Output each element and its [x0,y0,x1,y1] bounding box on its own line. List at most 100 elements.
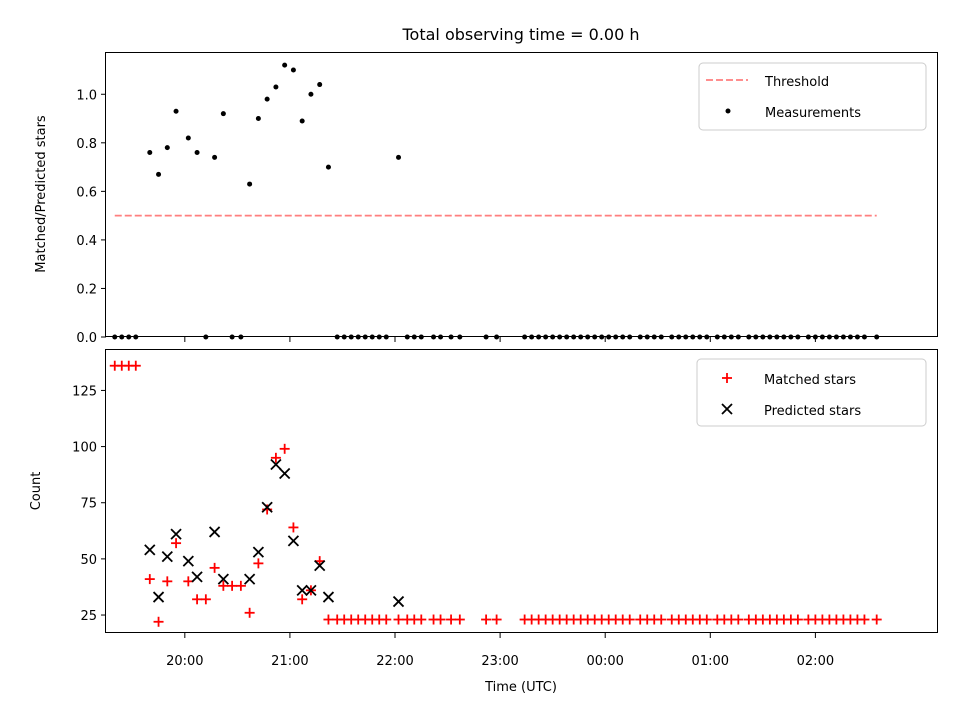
top-y-axis-label: Matched/Predicted stars [34,115,49,273]
matched-star-marker [279,443,290,454]
measurement-point [147,150,153,156]
measurement-point [212,154,218,160]
x-tick-label: 23:00 [481,654,518,669]
measurement-point [282,62,288,68]
predicted-star-marker [144,544,156,556]
matched-star-marker [859,614,870,625]
bottom-panel: 25 50 75 100 125 20:00 21:00 22:00 23:00 00:00 01… [29,349,938,695]
predicted-star-marker [161,550,173,563]
x-tick-label: 00:00 [586,654,623,669]
predicted-star-marker [261,501,273,513]
legend-measurements-label: Measurements [765,106,861,121]
x-tick-label: 01:00 [692,654,729,669]
measurement-point [273,84,279,90]
top-y-tick-label: 0.8 [76,137,97,152]
x-axis-label: Time (UTC) [484,680,557,695]
top-axes-frame [105,52,938,337]
matched-star-marker [446,614,457,625]
top-y-tick-label: 1.0 [76,88,97,103]
predicted-star-marker [279,467,291,480]
matched-star-marker [435,614,446,625]
matched-star-marker [481,614,492,625]
top-y-tick-label: 0.4 [76,234,97,249]
predicted-star-marker [217,573,229,585]
matched-star-marker [733,614,744,625]
bottom-legend: Matched stars Predicted stars [696,358,927,427]
bottom-y-ticks: 25 50 75 100 125 [72,384,106,624]
predicted-star-marker [314,559,326,572]
top-y-tick-label: 0.2 [76,282,97,297]
measurement-point [173,108,179,114]
measurement-point [255,116,261,122]
measurement-point [164,145,170,151]
predicted-star-marker [287,535,300,547]
bottom-plot-marks [109,360,882,627]
chart-title: Total observing time = 0.00 h [401,25,639,44]
measurement-point [299,118,305,124]
legend-matched-label: Matched stars [764,373,856,388]
matched-star-marker [656,614,667,625]
measurement-point [247,181,253,187]
legend-measurements-swatch [725,108,731,114]
matched-star-marker [144,574,155,585]
matched-star-marker [288,522,299,533]
measurement-point [194,150,200,156]
matched-star-marker [491,614,502,625]
matched-star-marker [792,614,803,625]
predicted-star-marker [322,591,335,603]
matched-star-marker [416,614,427,625]
matched-star-marker [270,452,281,463]
matched-star-marker [244,607,255,618]
legend-matched-swatch [722,373,732,383]
legend-predicted-label: Predicted stars [764,404,861,419]
matched-star-marker [218,580,229,591]
matched-star-marker [297,594,308,605]
matched-star-marker [701,614,712,625]
predicted-star-marker [182,555,194,567]
predicted-star-marker [270,458,282,471]
measurement-point [308,91,314,97]
matched-star-marker [200,594,211,605]
matched-star-marker [130,360,141,371]
predicted-star-marker [191,571,203,583]
predicted-star-marker [296,584,308,596]
top-legend: Threshold Measurements [698,62,927,131]
measurement-point [156,171,162,177]
matched-star-marker [253,558,264,569]
measurement-point [325,164,331,170]
matched-star-marker [871,614,882,625]
legend-predicted-swatch [721,403,733,415]
matched-star-marker [323,614,334,625]
top-y-tick-label: 0.0 [76,331,97,346]
predicted-star-marker [208,526,221,538]
top-y-ticks: 0.0 0.2 0.4 0.6 0.8 1.0 [76,88,106,346]
matched-star-marker [227,580,238,591]
bottom-y-tick-label: 25 [80,609,97,624]
x-tick-label: 20:00 [166,654,203,669]
predicted-star-marker [152,591,165,603]
predicted-star-marker [170,528,182,540]
measurement-point [396,154,402,160]
bottom-axes-frame [105,349,938,633]
predicted-star-marker [243,573,256,585]
measurement-point [264,96,270,102]
top-panel: Total observing time = 0.00 h 0.00.20.40… [34,25,938,346]
matched-star-marker [624,614,635,625]
x-tick-label: 02:00 [797,654,834,669]
matched-star-marker [381,614,392,625]
matched-star-marker [153,616,164,627]
top-x-ticks [184,337,816,342]
measurement-point [220,111,226,117]
measurement-point [185,135,191,141]
matched-star-marker [162,576,173,587]
measurement-point [317,82,323,88]
predicted-star-marker [252,546,265,558]
bottom-legend-box [696,358,927,427]
top-y-tick-label: 0.6 [76,185,97,200]
predicted-star-marker [392,595,405,608]
x-tick-label: 21:00 [271,654,308,669]
measurement-point [290,67,296,73]
bottom-y-axis-label: Count [29,472,44,511]
x-tick-label: 22:00 [376,654,413,669]
